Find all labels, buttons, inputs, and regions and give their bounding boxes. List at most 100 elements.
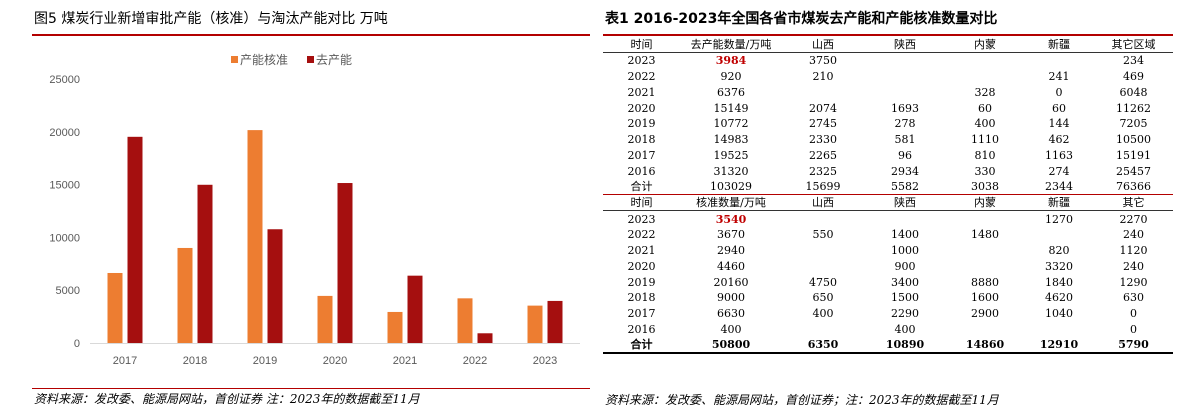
table-cell <box>1024 227 1094 243</box>
table-cell: 山西 <box>782 194 864 212</box>
table-row: 2021 2940 1000 820 1120 <box>603 243 1173 259</box>
table-cell: 400 <box>812 307 834 321</box>
y-tick-label: 10000 <box>49 232 80 244</box>
table-cell <box>946 258 1024 274</box>
table-cell: 550 <box>812 228 834 242</box>
x-tick-label: 2021 <box>393 355 417 367</box>
table-cell: 2018 <box>627 133 656 147</box>
table-row: 2022 920 210 241 469 <box>603 69 1173 85</box>
table-cell: 103029 <box>710 180 752 194</box>
table-cell: 山西 <box>782 37 864 54</box>
table-cell: 60 <box>1052 101 1066 115</box>
table-cell: 1600 <box>971 291 999 305</box>
table-cell: 14983 <box>713 133 749 147</box>
table-cell: 2900 <box>971 307 999 321</box>
table-row: 2018 9000 650 1500 1600 4620 630 <box>603 290 1173 306</box>
table-cell <box>946 53 1024 69</box>
table-cell: 2020 <box>627 101 656 115</box>
table-cell: 0 <box>1055 85 1063 99</box>
table-cell: 4620 <box>1045 291 1073 305</box>
table-header-row: 时间 去产能数量/万吨 山西 陕西 内蒙 新疆 其它区域 <box>603 37 1173 54</box>
table-cell: 1000 <box>891 243 919 257</box>
table-cell: 10890 <box>864 337 946 355</box>
table-row: 2017 6630 400 2290 2900 1040 0 <box>603 306 1173 322</box>
table-cell: 1270 <box>1045 212 1073 226</box>
table-header-row: 时间 核准数量/万吨 山西 陕西 内蒙 新疆 其它 <box>603 194 1173 212</box>
table-total-row: 合计 50800 6350 10890 14860 12910 5790 <box>603 337 1173 355</box>
legend-label: 去产能 <box>316 53 352 67</box>
table-cell: 15191 <box>1116 148 1151 162</box>
table-cell: 2022 <box>627 69 656 83</box>
table-cell: 3670 <box>717 228 745 242</box>
table-cell: 15149 <box>713 101 749 115</box>
table-cell: 400 <box>894 322 916 336</box>
table-cell: 2018 <box>627 291 656 305</box>
table-cell: 581 <box>894 133 916 147</box>
table-cell: 内蒙 <box>946 194 1024 212</box>
table-cell: 400 <box>974 117 996 131</box>
table-cell: 陕西 <box>864 194 946 212</box>
table-row: 2019 10772 2745 278 400 144 7205 <box>603 116 1173 132</box>
table-cell: 234 <box>1123 54 1144 68</box>
table-cell: 76366 <box>1116 180 1151 194</box>
table-cell: 其它 <box>1094 194 1173 212</box>
bar-chart: 0 5000 10000 15000 20000 25000 2017 2018 2019 202… <box>32 38 592 386</box>
table-cell: 810 <box>974 148 996 162</box>
table-cell: 1840 <box>1045 275 1073 289</box>
table-cell: 14860 <box>946 337 1024 355</box>
bar-eliminated <box>337 183 353 343</box>
table-cell <box>864 84 946 100</box>
table-cell: 2074 <box>809 101 837 115</box>
table-cell <box>1024 322 1094 338</box>
table-cell: 2023 <box>627 212 656 226</box>
y-tick-label: 5000 <box>56 285 80 297</box>
bar-chart-svg: 0 5000 10000 15000 20000 25000 2017 2018 2019 202… <box>49 53 580 367</box>
table-cell <box>946 322 1024 338</box>
table-row: 2019 20160 4750 3400 8880 1840 1290 <box>603 274 1173 290</box>
x-tick-label: 2022 <box>463 355 487 367</box>
table-cell <box>946 69 1024 85</box>
table-row: 2017 19525 2265 96 810 1163 15191 <box>603 148 1173 164</box>
table-cell: 7205 <box>1119 117 1148 131</box>
table-cell: 6048 <box>1119 85 1148 99</box>
table-cell: 60 <box>978 101 992 115</box>
table-cell: 5582 <box>891 180 919 194</box>
table-cell: 合计 <box>603 337 680 355</box>
table-cell <box>946 211 1024 227</box>
table-cell: 20160 <box>713 275 749 289</box>
table-cell: 去产能数量/万吨 <box>680 37 782 54</box>
table-cell: 1163 <box>1045 148 1073 162</box>
table-cell: 4750 <box>809 275 837 289</box>
table-cell: 2290 <box>891 307 919 321</box>
table-cell: 96 <box>898 148 912 162</box>
table-cell: 900 <box>894 259 916 273</box>
bar-approved <box>317 295 333 343</box>
table-cell: 3750 <box>809 54 837 68</box>
table-cell: 2019 <box>627 117 656 131</box>
table-cell: 240 <box>1123 259 1144 273</box>
table-row: 2023 3540 1270 2270 <box>603 211 1173 227</box>
table-cell: 2017 <box>627 148 656 162</box>
table-cell: 2019 <box>627 275 656 289</box>
table-cell: 9000 <box>717 291 745 305</box>
table-cell: 0 <box>1130 322 1137 336</box>
table-cell: 1290 <box>1119 275 1148 289</box>
table-cell: 2940 <box>717 243 745 257</box>
table-cell: 240 <box>1123 228 1144 242</box>
table-cell: 1693 <box>891 101 919 115</box>
bar-approved <box>107 272 123 343</box>
table-row: 2016 31320 2325 2934 330 274 25457 <box>603 163 1173 179</box>
table-cell: 2265 <box>809 148 837 162</box>
table-cell: 330 <box>974 164 996 178</box>
table-cell: 2022 <box>627 228 656 242</box>
x-tick-label: 2020 <box>323 355 347 367</box>
chart-title: 图5 煤炭行业新增审批产能（核准）与淘汰产能对比 万吨 <box>32 8 590 36</box>
table-cell: 新疆 <box>1024 194 1094 212</box>
table-cell: 469 <box>1123 69 1144 83</box>
table-cell: 630 <box>1123 291 1144 305</box>
capacity-comparison-table: 时间 去产能数量/万吨 山西 陕西 内蒙 新疆 其它区域 2023 3984 3750 234 202… <box>603 37 1173 355</box>
table-cell: 210 <box>812 69 834 83</box>
table-cell <box>782 211 864 227</box>
bar-approved <box>387 311 403 343</box>
table-cell: 时间 <box>603 37 680 54</box>
